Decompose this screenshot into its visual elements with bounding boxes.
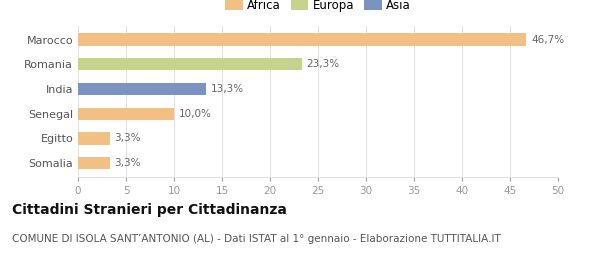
Text: 3,3%: 3,3% — [115, 158, 141, 168]
Bar — [78, 58, 302, 70]
Text: 13,3%: 13,3% — [211, 84, 244, 94]
Bar — [78, 108, 174, 120]
Bar — [78, 157, 110, 169]
Text: 3,3%: 3,3% — [115, 133, 141, 144]
Text: 46,7%: 46,7% — [531, 35, 564, 45]
Text: COMUNE DI ISOLA SANT’ANTONIO (AL) - Dati ISTAT al 1° gennaio - Elaborazione TUTT: COMUNE DI ISOLA SANT’ANTONIO (AL) - Dati… — [12, 234, 501, 244]
Text: 23,3%: 23,3% — [307, 59, 340, 69]
Bar — [78, 34, 526, 46]
Bar — [78, 132, 110, 145]
Legend: Africa, Europa, Asia: Africa, Europa, Asia — [223, 0, 413, 14]
Text: Cittadini Stranieri per Cittadinanza: Cittadini Stranieri per Cittadinanza — [12, 203, 287, 217]
Bar — [78, 83, 206, 95]
Text: 10,0%: 10,0% — [179, 109, 212, 119]
